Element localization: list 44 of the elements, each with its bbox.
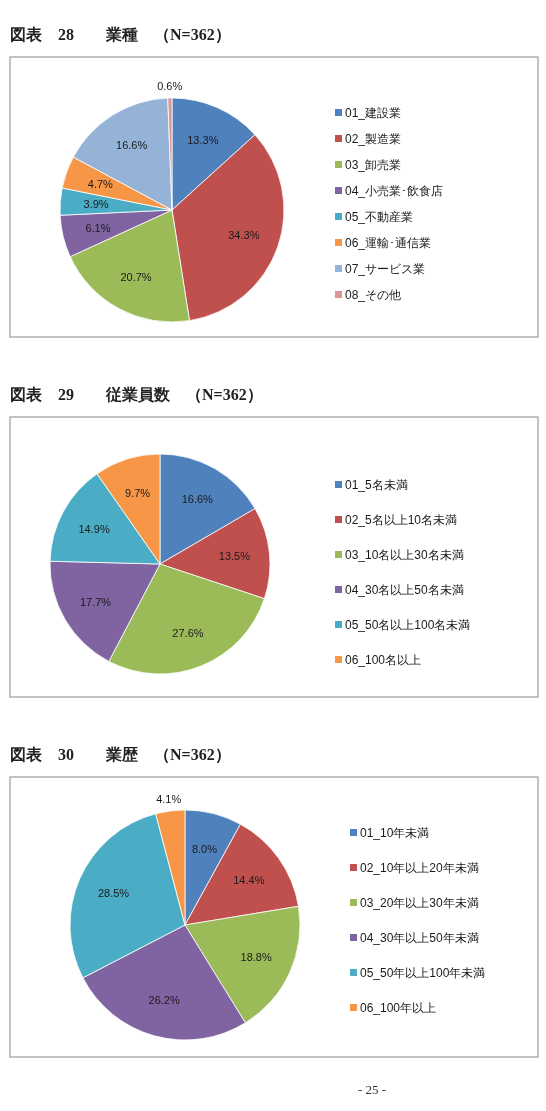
- legend-label: 01_10年未満: [360, 826, 430, 840]
- legend-label: 05_不動産業: [345, 210, 414, 224]
- legend-label: 02_10年以上20年未満: [360, 861, 479, 875]
- data-label: 3.9%: [83, 198, 109, 211]
- legend-label: 06_運輸･通信業: [345, 236, 432, 250]
- legend-label: 04_小売業･飲食店: [345, 184, 444, 198]
- legend-label: 02_5名以上10名未満: [345, 513, 458, 527]
- data-label: 4.7%: [87, 178, 114, 191]
- data-label: 14.9%: [78, 522, 110, 535]
- legend-label: 01_建設業: [345, 106, 402, 120]
- data-label: 0.6%: [157, 80, 183, 93]
- legend-label: 03_20年以上30年未満: [360, 896, 479, 910]
- data-label: 16.6%: [116, 139, 148, 152]
- legend-label: 05_50名以上100名未満: [345, 618, 471, 632]
- data-label: 34.3%: [228, 229, 260, 242]
- data-label: 26.2%: [148, 994, 180, 1007]
- data-label: 16.6%: [181, 493, 214, 506]
- data-label: 4.1%: [156, 793, 182, 806]
- legend-label: 04_30年以上50年未満: [360, 931, 479, 945]
- chart-title: 図表 28 業種 （N=362）: [10, 26, 231, 44]
- legend-label: 05_50年以上100年未満: [360, 966, 486, 980]
- legend-label: 04_30名以上50名未満: [345, 583, 464, 597]
- data-label: 27.6%: [172, 627, 204, 640]
- data-label: 20.7%: [120, 271, 152, 284]
- data-label: 28.5%: [97, 887, 130, 900]
- legend-label: 01_5名未満: [345, 478, 408, 492]
- data-label: 14.4%: [233, 873, 265, 886]
- legend-label: 03_卸売業: [345, 158, 402, 172]
- chart-title: 図表 30 業歴 （N=362）: [10, 746, 231, 764]
- legend-label: 06_100年以上: [360, 1001, 437, 1015]
- chart-title: 図表 29 従業員数 （N=362）: [10, 386, 263, 404]
- data-label: 17.7%: [79, 595, 112, 608]
- data-label: 13.5%: [218, 550, 251, 563]
- data-label: 13.3%: [187, 134, 219, 147]
- legend-label: 03_10名以上30名未満: [345, 548, 464, 562]
- legend-label: 06_100名以上: [345, 653, 422, 667]
- data-label: 18.8%: [240, 951, 272, 964]
- data-label: 6.1%: [85, 221, 111, 234]
- data-label: 9.7%: [125, 486, 151, 499]
- legend-label: 07_サービス業: [345, 262, 426, 276]
- legend-label: 02_製造業: [345, 132, 402, 146]
- data-label: 8.0%: [191, 843, 218, 856]
- legend-label: 08_その他: [345, 288, 402, 302]
- text: - 25 -: [357, 1082, 387, 1097]
